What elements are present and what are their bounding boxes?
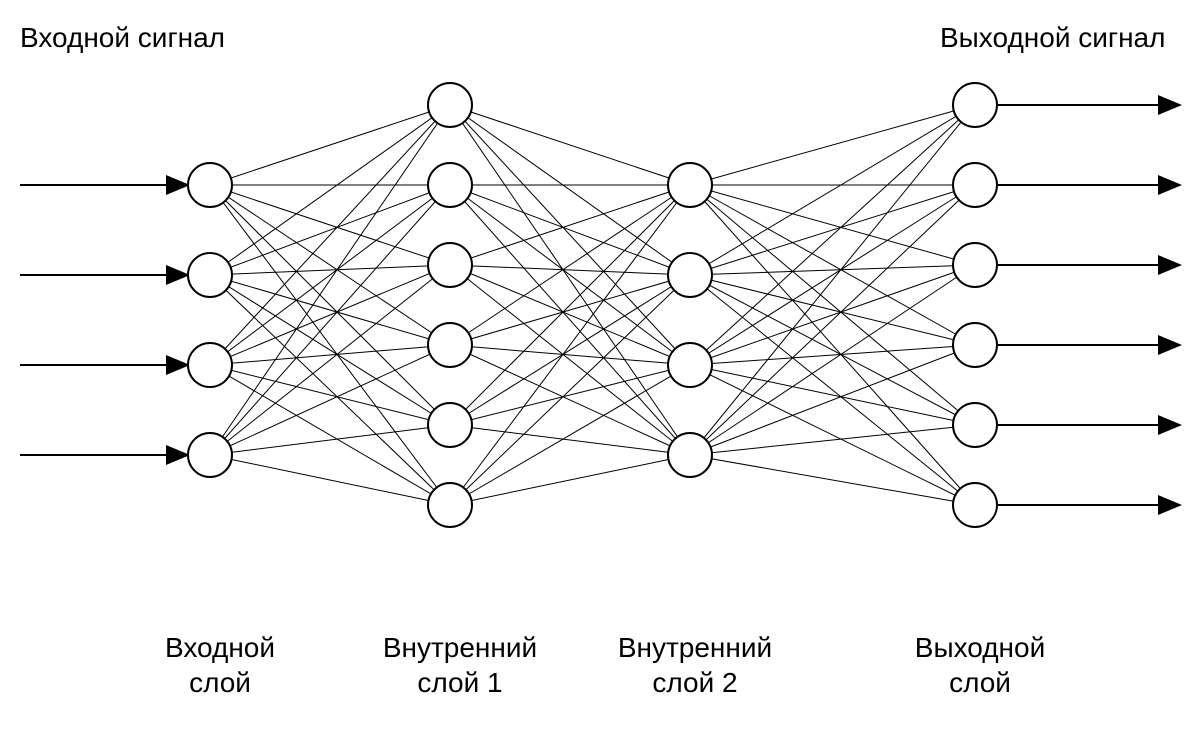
neuron-node — [428, 323, 472, 367]
neuron-node — [668, 163, 712, 207]
neuron-node — [428, 483, 472, 527]
label-input-signal: Входной сигнал — [20, 20, 225, 55]
neuron-node — [188, 343, 232, 387]
neuron-node — [428, 403, 472, 447]
label-hidden-layer-2: Внутренний слой 2 — [600, 630, 790, 700]
label-hidden-layer-1: Внутренний слой 1 — [365, 630, 555, 700]
network-svg — [0, 0, 1200, 600]
nodes — [188, 83, 997, 527]
neuron-node — [953, 83, 997, 127]
neuron-node — [188, 433, 232, 477]
neuron-node — [953, 323, 997, 367]
neuron-node — [188, 163, 232, 207]
neuron-node — [668, 433, 712, 477]
neuron-node — [188, 253, 232, 297]
output-arrows — [997, 105, 1180, 505]
neuron-node — [953, 483, 997, 527]
neuron-node — [953, 163, 997, 207]
neuron-node — [428, 243, 472, 287]
neuron-node — [428, 163, 472, 207]
label-input-layer: Входной слой — [145, 630, 295, 700]
neuron-node — [668, 253, 712, 297]
input-arrows — [20, 185, 188, 455]
neuron-node — [428, 83, 472, 127]
label-output-layer: Выходной слой — [895, 630, 1065, 700]
neuron-node — [668, 343, 712, 387]
edges — [210, 105, 975, 505]
neuron-node — [953, 403, 997, 447]
label-output-signal: Выходной сигнал — [940, 20, 1165, 55]
neuron-node — [953, 243, 997, 287]
